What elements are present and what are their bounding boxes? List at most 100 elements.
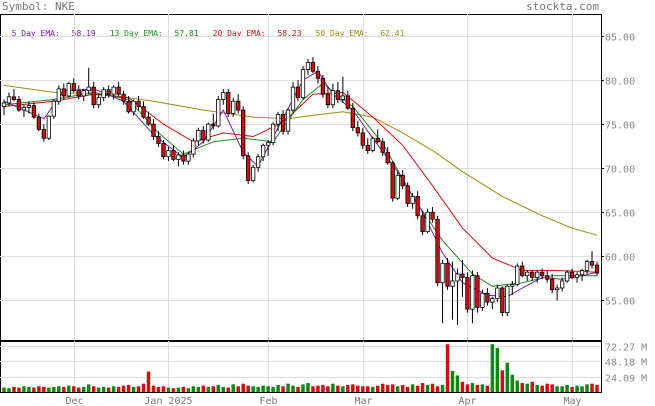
candle-body [46, 115, 51, 139]
candle-body [315, 70, 321, 79]
legend-ema50-value: 62.41 [380, 29, 405, 38]
legend-ema50: 50 Day EMA: 62.41 [316, 29, 412, 38]
x-tick-label: Jan 2025 [144, 396, 192, 406]
volume-bar [52, 386, 56, 392]
candle-body [201, 129, 206, 141]
candle-body [550, 278, 555, 291]
candle-body [211, 123, 216, 127]
candle-body [161, 143, 166, 158]
candle-body [156, 136, 161, 144]
volume-bar [206, 386, 211, 392]
candle-body [405, 185, 410, 204]
candle [51, 99, 56, 119]
candle [91, 81, 96, 109]
candle-body [525, 271, 530, 277]
candle-body [559, 280, 565, 289]
candle-body [420, 215, 425, 233]
candle-body [131, 100, 136, 113]
volume-bar [101, 386, 106, 392]
candle-body [475, 275, 480, 308]
volume-bar [371, 386, 375, 392]
candle-body [66, 83, 71, 97]
candle [241, 106, 246, 160]
volume-bar [216, 384, 221, 392]
candle-body [101, 89, 106, 99]
volume-bar [291, 385, 295, 392]
volume-bar [366, 386, 370, 392]
volume-bar [281, 386, 285, 392]
candle [255, 154, 261, 172]
candle-body [56, 88, 61, 102]
candle-body [31, 105, 37, 118]
candle [355, 120, 360, 137]
candle [445, 258, 450, 290]
volume-bar [485, 385, 490, 392]
candle [176, 152, 181, 167]
volume-bar [385, 384, 390, 392]
y-tick-label: 65.00 [605, 209, 635, 220]
volume-bar [361, 386, 365, 392]
candle-body [116, 86, 121, 95]
candle [465, 272, 470, 313]
candle-body [589, 261, 595, 266]
volume-bar [405, 386, 410, 392]
candle-body [485, 292, 490, 303]
volume-bar [590, 383, 594, 392]
volume-bar [301, 384, 305, 392]
candle-body [360, 132, 365, 146]
volume-bar [246, 385, 250, 392]
volume-tick-label: 24.09 M [605, 374, 647, 385]
candle [226, 88, 231, 118]
candle-body [221, 92, 226, 100]
candle [415, 191, 420, 220]
volume-bar [326, 386, 330, 392]
volume-bar [296, 386, 300, 392]
candle-body [186, 153, 191, 162]
volume-bar [81, 386, 86, 392]
candle [310, 57, 316, 74]
candle [460, 259, 465, 297]
candle-body [265, 142, 271, 146]
candle-body [11, 96, 17, 100]
candle [559, 277, 565, 292]
volume-bar [425, 384, 430, 392]
volume-bar [595, 384, 599, 392]
candle [330, 83, 336, 109]
candle [515, 263, 520, 287]
volume-bar [161, 386, 166, 392]
candle-body [236, 100, 241, 111]
candle [455, 268, 460, 326]
volume-bar [510, 374, 515, 392]
candle [410, 192, 415, 209]
y-tick-label: 55.00 [605, 297, 635, 308]
candle-body [564, 271, 570, 282]
candle [285, 108, 291, 135]
y-tick-label: 75.00 [605, 121, 635, 132]
volume-bar [7, 388, 11, 392]
candle-body [1, 102, 7, 107]
volume-bar [480, 384, 485, 392]
candle-body [554, 287, 560, 291]
volume-bar [236, 386, 240, 392]
candle [201, 125, 206, 144]
legend-ema13-value: 57.81 [174, 29, 199, 38]
candle [246, 152, 251, 185]
candle [365, 138, 370, 155]
volume-bar [47, 387, 51, 392]
candle [535, 270, 540, 283]
candle [525, 270, 530, 281]
volume-bar [470, 383, 475, 392]
candle [470, 270, 475, 324]
candle-body [21, 106, 27, 111]
candle [211, 113, 216, 130]
candle [106, 85, 111, 98]
candle [6, 92, 12, 107]
volume-bar [530, 381, 534, 392]
candle-body [285, 109, 291, 132]
candle [320, 74, 326, 98]
candle-body [16, 99, 22, 111]
volume-bar [500, 370, 505, 392]
volume-bar [555, 386, 559, 392]
volume-bar [585, 384, 589, 392]
candle [141, 101, 146, 119]
